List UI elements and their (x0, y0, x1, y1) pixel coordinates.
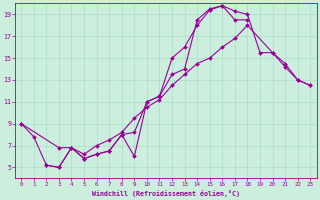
X-axis label: Windchill (Refroidissement éolien,°C): Windchill (Refroidissement éolien,°C) (92, 190, 240, 197)
